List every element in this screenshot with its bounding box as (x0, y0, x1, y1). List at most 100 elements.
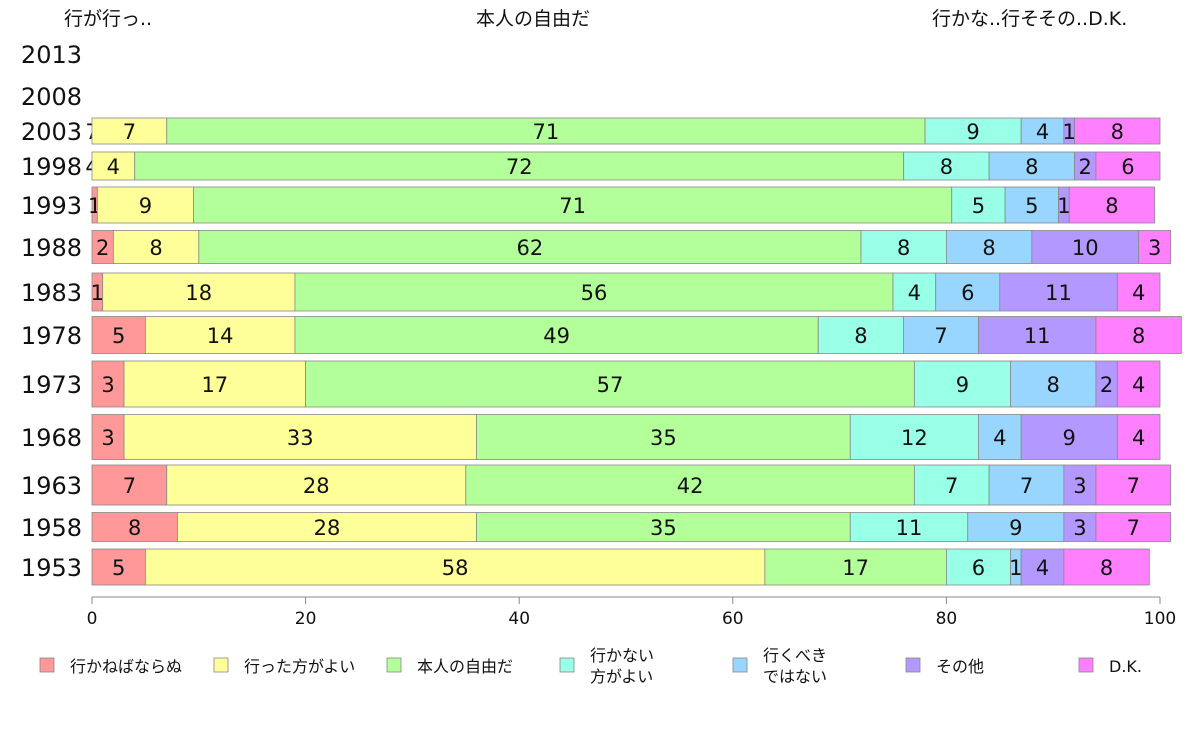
data-label: 9 (966, 120, 979, 144)
x-tick-label: 0 (87, 609, 98, 629)
bar-segment (465, 464, 915, 506)
bar-segment (967, 512, 1065, 542)
legend-swatch (1078, 657, 1094, 673)
data-label: 3 (1148, 236, 1161, 260)
data-label: 7 (123, 120, 136, 144)
data-label: 8 (940, 155, 953, 179)
data-label: 8 (1025, 155, 1038, 179)
bar-segment (91, 360, 125, 408)
bar-segment (294, 316, 819, 354)
data-label: 3 (1073, 474, 1086, 498)
bar-segment (96, 186, 194, 224)
legend-swatch (213, 657, 229, 673)
category-label: 1973 (21, 371, 82, 399)
bar-segment (476, 512, 851, 542)
data-label: 28 (314, 516, 341, 540)
bar-segment (946, 230, 1033, 264)
bar-segment (1063, 548, 1150, 586)
data-label: 35 (650, 516, 677, 540)
bar-segment (988, 464, 1065, 506)
bar-segment (144, 316, 296, 354)
bar-segment (134, 151, 905, 181)
bar-segment (935, 272, 1001, 312)
category-label: 1993 (21, 192, 82, 220)
bar-segment (988, 151, 1075, 181)
category-label: 1988 (21, 234, 82, 262)
data-label: 58 (442, 556, 469, 580)
data-label: 6 (961, 281, 974, 305)
bar-segment (946, 548, 1011, 586)
bar-segment (978, 316, 1097, 354)
x-tick-label: 80 (936, 609, 958, 629)
top-label: 行が行っ.. (64, 8, 152, 30)
category-label: 1958 (21, 514, 82, 542)
legend-swatch (39, 657, 55, 673)
data-label: 35 (650, 426, 677, 450)
data-label: 7 (1127, 474, 1140, 498)
top-label: 行かな..行そ (932, 8, 1039, 30)
bar-segment (849, 512, 969, 542)
data-label: 1 (1009, 556, 1022, 580)
bar-segment (102, 272, 296, 312)
category-label: 1963 (21, 472, 82, 500)
x-tick-label: 20 (295, 609, 317, 629)
category-label: 1978 (21, 322, 82, 350)
data-label: 3 (101, 426, 114, 450)
data-label: 33 (287, 426, 314, 450)
bar-segment (123, 414, 477, 460)
bar-segment (1116, 414, 1161, 460)
bar-segment (849, 414, 979, 460)
bar-segment (903, 316, 979, 354)
data-label: 8 (1105, 194, 1118, 218)
legend-label: 本人の自由だ (417, 657, 513, 676)
bar-segment (817, 316, 905, 354)
data-label: 4 (1132, 281, 1145, 305)
data-label: 3 (101, 373, 114, 397)
category-label: 1983 (21, 279, 82, 307)
bar-segment (892, 272, 937, 312)
legend-label: 方がよい (590, 667, 653, 686)
data-label: 8 (854, 324, 867, 348)
x-tick-label: 100 (1144, 609, 1176, 629)
bar-segment (951, 186, 1006, 224)
data-label: 10 (1072, 236, 1099, 260)
bar-segment (305, 360, 915, 408)
legend-label: 行った方がよい (244, 657, 355, 676)
data-label: 18 (185, 281, 212, 305)
bar-segment (91, 464, 168, 506)
category-label: 2003 (21, 118, 82, 146)
data-label: 11 (896, 516, 923, 540)
data-label: 28 (303, 474, 330, 498)
data-label: 56 (581, 281, 608, 305)
data-label: 49 (543, 324, 570, 348)
data-label: 2 (96, 236, 109, 260)
data-label: 8 (1111, 120, 1124, 144)
data-label: 9 (1063, 426, 1076, 450)
bar-segment (144, 548, 766, 586)
data-label: 57 (597, 373, 624, 397)
legend-swatch (559, 657, 575, 673)
data-label: 2 (1100, 373, 1113, 397)
bar-segment (1068, 186, 1156, 224)
data-label: 4 (1036, 556, 1049, 580)
data-label: 8 (897, 236, 910, 260)
data-label: 5 (112, 556, 125, 580)
bar-segment (166, 464, 467, 506)
legend-label: ではない (763, 667, 827, 686)
data-label: 9 (956, 373, 969, 397)
bar-segment (1116, 360, 1161, 408)
bar-segment (294, 272, 894, 312)
bar-segment (1095, 151, 1161, 181)
data-label: 8 (1047, 373, 1060, 397)
data-label: 7 (1020, 474, 1033, 498)
data-label: 4 (1036, 120, 1049, 144)
legend-swatch (732, 657, 748, 673)
data-label: 1 (1063, 120, 1076, 144)
data-label: 5 (1025, 194, 1038, 218)
data-label: 1 (91, 281, 104, 305)
data-label: 17 (201, 373, 228, 397)
data-label: 4 (908, 281, 921, 305)
data-label: 42 (677, 474, 704, 498)
data-label: 11 (1024, 324, 1051, 348)
